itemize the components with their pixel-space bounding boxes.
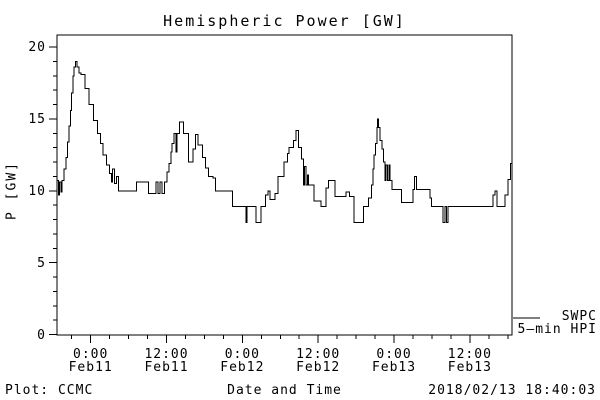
x-tick-label: 0:00 Feb13	[362, 348, 426, 374]
x-tick-time: 0:00	[224, 347, 261, 362]
x-tick-date: Feb12	[296, 360, 341, 375]
y-tick-label: 5	[37, 255, 46, 271]
x-tick-time: 0:00	[73, 347, 109, 362]
x-axis-label: Date and Time	[227, 383, 342, 398]
plot-timestamp: 2018/02/13 18:40:03	[428, 383, 596, 398]
x-tick-label: 0:00 Feb11	[59, 348, 123, 374]
x-tick-date: Feb12	[220, 360, 265, 375]
y-tick-label: 0	[37, 327, 46, 343]
x-tick-date: Feb13	[371, 360, 417, 375]
legend-series-name: SWPC	[561, 309, 597, 324]
hpi-step-line	[57, 60, 513, 223]
chart-title: Hemispheric Power [GW]	[163, 12, 406, 30]
x-tick-date: Feb11	[144, 360, 189, 375]
x-tick-label: 12:00 Feb13	[438, 348, 502, 374]
x-tick-time: 12:00	[144, 347, 189, 362]
y-tick-label: 15	[28, 111, 46, 127]
y-tick-label: 10	[28, 183, 46, 199]
legend-series-desc: 5–min HPI	[517, 322, 597, 337]
x-tick-time: 12:00	[296, 347, 341, 362]
plot-frame	[56, 34, 513, 336]
plot-source-text: Plot: CCMC	[5, 383, 94, 398]
x-tick-label: 12:00 Feb12	[286, 348, 350, 374]
x-tick-date: Feb13	[447, 360, 492, 375]
legend: SWPC 5–min HPI	[518, 310, 597, 336]
x-tick-date: Feb11	[68, 360, 113, 375]
x-tick-time: 12:00	[447, 347, 492, 362]
x-tick-time: 0:00	[376, 347, 412, 362]
x-tick-label: 12:00 Feb11	[135, 348, 199, 374]
x-tick-label: 0:00 Feb12	[210, 348, 274, 374]
y-tick-label: 20	[28, 40, 46, 55]
